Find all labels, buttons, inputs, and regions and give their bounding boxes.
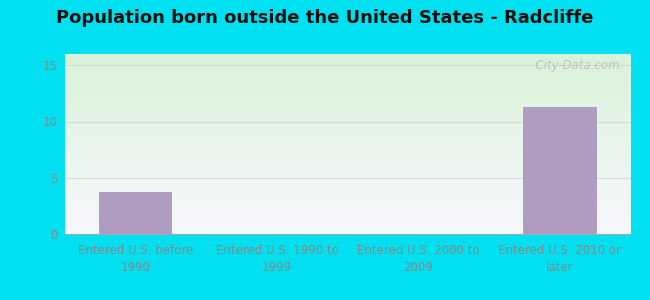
Text: City-Data.com: City-Data.com <box>528 59 619 72</box>
Text: Population born outside the United States - Radcliffe: Population born outside the United State… <box>57 9 593 27</box>
Bar <box>523 107 597 234</box>
Bar <box>99 192 172 234</box>
